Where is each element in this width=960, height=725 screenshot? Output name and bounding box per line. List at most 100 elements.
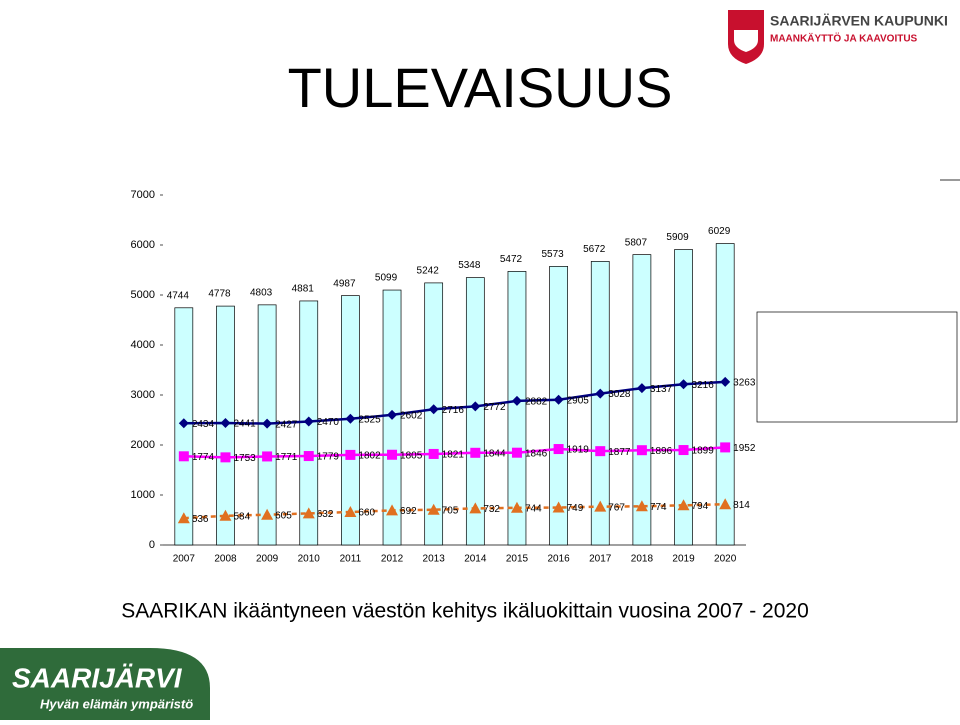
- marker: [677, 499, 690, 511]
- marker: [387, 449, 398, 460]
- data-label: 1821: [442, 450, 465, 461]
- data-label: 3028: [608, 389, 631, 400]
- data-label: 605: [275, 510, 292, 521]
- x-tick-label: 2017: [589, 554, 612, 565]
- marker: [511, 395, 522, 406]
- data-label: 2716: [442, 405, 465, 416]
- data-label: 4881: [292, 284, 315, 295]
- marker: [469, 502, 482, 514]
- data-label: 4987: [333, 278, 356, 289]
- data-label: 1952: [733, 443, 756, 454]
- data-label: 2427: [275, 419, 298, 430]
- data-label: 632: [317, 509, 334, 520]
- coat-of-arms-detail: [734, 30, 758, 52]
- marker: [303, 451, 314, 462]
- marker: [427, 503, 440, 515]
- data-label: 5807: [625, 237, 648, 248]
- marker: [344, 506, 357, 517]
- data-label: 1896: [650, 446, 673, 457]
- bar: [632, 254, 652, 546]
- bar: [715, 243, 735, 546]
- marker: [553, 394, 564, 405]
- x-tick-label: 2016: [547, 554, 570, 565]
- marker: [386, 504, 399, 516]
- data-label: 744: [525, 503, 542, 514]
- marker: [178, 451, 189, 462]
- series-line: [183, 380, 726, 425]
- data-label: 749: [567, 503, 584, 514]
- data-label: 5472: [500, 254, 523, 265]
- data-label: 2434: [192, 419, 215, 430]
- y-tick-label: 2000: [131, 439, 155, 451]
- x-tick-label: 2019: [672, 554, 695, 565]
- data-label: 5242: [417, 266, 440, 277]
- marker: [303, 416, 314, 427]
- data-label: 1802: [358, 451, 381, 462]
- marker: [636, 445, 647, 456]
- data-label: 1779: [317, 452, 340, 463]
- marker: [595, 388, 606, 399]
- marker: [428, 448, 439, 459]
- data-label: 5573: [541, 249, 564, 260]
- marker: [220, 417, 231, 428]
- data-label: 584: [233, 511, 250, 522]
- x-tick-label: 2013: [423, 554, 446, 565]
- y-tick-label: 1000: [131, 489, 155, 501]
- marker: [220, 452, 231, 463]
- logo-title: SAARIJÄRVEN KAUPUNKI: [770, 13, 948, 29]
- data-label: 2905: [567, 395, 590, 406]
- x-tick-label: 2009: [256, 554, 279, 565]
- data-label: 3263: [733, 377, 756, 388]
- bar: [549, 266, 568, 546]
- x-tick-label: 2008: [214, 554, 237, 565]
- bar: [507, 271, 527, 546]
- y-tick-label: 4000: [131, 339, 155, 351]
- data-label: 5348: [458, 260, 481, 271]
- data-label: 3137: [650, 384, 673, 395]
- data-label: 2882: [525, 397, 548, 408]
- data-label: 1805: [400, 450, 423, 461]
- x-tick-label: 2015: [506, 554, 529, 565]
- data-label: 2772: [483, 402, 506, 413]
- data-label: 774: [650, 502, 667, 513]
- marker: [511, 447, 522, 458]
- marker: [261, 508, 274, 520]
- bar: [590, 261, 610, 546]
- data-label: 2470: [317, 417, 340, 428]
- marker: [678, 379, 689, 390]
- marker: [345, 449, 356, 460]
- marker: [345, 413, 356, 424]
- data-label: 6029: [708, 226, 731, 237]
- x-tick-label: 2012: [381, 554, 404, 565]
- data-label: 1877: [608, 447, 631, 458]
- data-label: 2441: [233, 419, 256, 430]
- data-label: 660: [358, 508, 375, 519]
- marker: [302, 507, 315, 519]
- y-tick-label: 5000: [131, 289, 155, 301]
- x-tick-label: 2007: [173, 554, 196, 565]
- y-tick-label: 7000: [131, 189, 155, 201]
- data-label: 692: [400, 506, 417, 517]
- series-line: [183, 503, 726, 520]
- data-label: 705: [442, 505, 459, 516]
- marker: [178, 418, 189, 429]
- data-label: 1899: [692, 446, 715, 457]
- data-label: 767: [608, 502, 625, 513]
- data-label: 3216: [692, 380, 715, 391]
- chart: 0 1000 2000 3000 4000 5000 6000 7000 2007 2008 200…: [131, 189, 841, 565]
- data-label: 1771: [275, 452, 298, 463]
- slide-title: TULEVAISUUS: [288, 56, 673, 119]
- data-label: 794: [692, 501, 709, 512]
- x-tick-label: 2011: [340, 554, 362, 565]
- marker: [177, 512, 190, 524]
- data-label: 4803: [250, 287, 273, 298]
- caption: SAARIKAN ikääntyneen väestön kehitys ikä…: [121, 600, 809, 623]
- data-label: 4744: [167, 290, 190, 301]
- x-tick-label: 2010: [298, 554, 321, 565]
- y-tick-label: 3000: [131, 389, 155, 401]
- marker: [552, 501, 565, 513]
- marker: [387, 409, 398, 420]
- data-label: 1919: [567, 445, 590, 456]
